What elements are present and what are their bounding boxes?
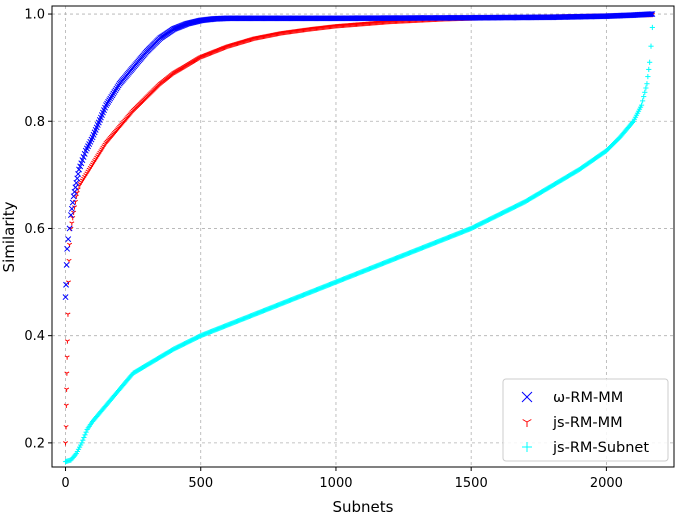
x-tick-label: 0 xyxy=(61,476,69,491)
data-point xyxy=(72,184,79,191)
data-point xyxy=(77,163,84,170)
data-point xyxy=(640,98,646,104)
data-point xyxy=(63,441,69,446)
data-point xyxy=(69,199,76,206)
y-tick-label: 0.4 xyxy=(24,329,45,344)
data-point xyxy=(65,312,71,317)
data-point xyxy=(645,73,651,80)
data-point xyxy=(79,440,85,446)
legend-label: js-RM-MM xyxy=(552,415,623,431)
data-point xyxy=(67,212,74,219)
y-tick-label: 0.2 xyxy=(24,436,45,451)
data-point xyxy=(638,102,645,108)
y-tick-label: 1.0 xyxy=(24,8,45,23)
data-point xyxy=(64,339,70,344)
data-point xyxy=(647,11,654,18)
x-tick-label: 1500 xyxy=(455,476,488,491)
data-point xyxy=(522,442,532,452)
data-point xyxy=(643,85,649,91)
data-point xyxy=(65,236,72,243)
data-point xyxy=(649,24,655,31)
x-tick-label: 500 xyxy=(188,476,213,491)
data-point xyxy=(522,419,532,427)
data-point xyxy=(80,154,87,160)
data-point xyxy=(647,59,653,65)
data-point xyxy=(69,221,75,226)
x-tick-label: 1000 xyxy=(319,476,352,491)
legend-label: ω-RM-MM xyxy=(553,390,623,406)
series-2 xyxy=(62,24,655,465)
data-point xyxy=(83,429,89,435)
y-tick-label: 0.6 xyxy=(24,222,45,237)
data-point xyxy=(81,434,87,441)
ticks: 0 500 1000 1500 2000 0.2 0.4 0.6 0.8 1.0 xyxy=(24,8,623,491)
data-point xyxy=(73,179,80,186)
data-point xyxy=(649,11,656,17)
data-point xyxy=(648,11,655,18)
data-point xyxy=(76,166,82,173)
plot-frame xyxy=(51,5,675,468)
legend-entries: ω-RM-MM js-RM-MM js-RM-Subnet xyxy=(521,390,649,456)
data-point xyxy=(80,437,86,443)
data-point xyxy=(62,294,69,301)
data-point xyxy=(63,425,69,430)
data-point xyxy=(82,432,88,438)
y-axis-label: Similarity xyxy=(0,201,18,272)
legend-label: js-RM-Subnet xyxy=(552,440,649,456)
legend-frame xyxy=(502,378,669,462)
data-point xyxy=(63,403,69,408)
data-point xyxy=(641,93,647,100)
data-point xyxy=(74,175,81,182)
data-point xyxy=(521,391,533,403)
x-axis-label: Subnets xyxy=(333,498,394,514)
legend: ω-RM-MM js-RM-MM js-RM-Subnet xyxy=(502,378,669,462)
data-point xyxy=(66,225,73,232)
series-0 xyxy=(62,11,656,301)
data-point xyxy=(644,81,650,87)
data-point xyxy=(70,193,77,200)
data-point xyxy=(78,160,85,167)
data-point xyxy=(68,205,75,212)
data-point xyxy=(64,387,70,392)
data-point xyxy=(81,150,88,157)
series-layer xyxy=(62,11,656,465)
data-point xyxy=(64,371,70,376)
data-point xyxy=(75,171,82,177)
data-point xyxy=(64,245,71,252)
data-point xyxy=(648,43,654,49)
data-point xyxy=(71,188,78,195)
x-tick-label: 2000 xyxy=(590,476,623,491)
data-point xyxy=(642,89,648,95)
data-point xyxy=(64,355,70,360)
data-point xyxy=(63,281,70,288)
y-tick-label: 0.8 xyxy=(24,115,45,130)
data-point xyxy=(646,66,652,73)
data-point xyxy=(79,157,86,164)
data-point xyxy=(63,261,70,268)
